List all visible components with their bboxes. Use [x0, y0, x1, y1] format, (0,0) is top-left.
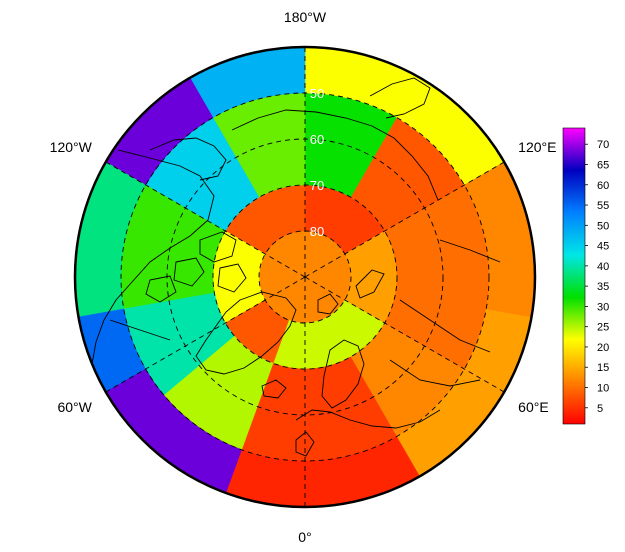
longitude-label: 60°E [518, 399, 549, 415]
colorbar-tick-label: 55 [597, 200, 609, 212]
longitude-label: 180°W [284, 9, 327, 25]
land-outlines [91, 77, 501, 457]
colorbar-ticks: 5 10 15 20 25 30 35 40 45 50 55 60 65 70 [585, 139, 609, 415]
map-boundary [73, 45, 537, 509]
longitude-labels: 180°W 120°E 60°E 0° 60°W 120°W [50, 9, 557, 545]
latitude-label: 60 [310, 132, 324, 147]
longitude-label: 0° [298, 529, 311, 545]
colorbar: 5 10 15 20 25 30 35 40 45 50 55 60 65 70 [562, 127, 609, 425]
colorbar-tick-label: 20 [597, 342, 609, 354]
meridian-120 [304, 161, 505, 278]
colorbar-tick-label: 30 [597, 301, 609, 313]
meridian--120 [105, 161, 306, 278]
latitude-label: 80 [310, 224, 324, 239]
colorbar-tick-label: 60 [597, 180, 609, 192]
longitude-label: 120°E [518, 139, 556, 155]
colorbar-gradient [562, 127, 586, 425]
longitude-label: 120°W [50, 139, 93, 155]
colorbar-tick-label: 25 [597, 322, 609, 334]
meridian-60 [304, 276, 505, 393]
graticule [105, 47, 505, 507]
colorbar-tick-label: 5 [597, 403, 603, 415]
colorbar-tick-label: 35 [597, 281, 609, 293]
latitude-labels: 50 60 70 80 [310, 86, 324, 239]
colorbar-tick-label: 15 [597, 362, 609, 374]
latitude-label: 50 [310, 86, 324, 101]
colorbar-tick-label: 70 [597, 139, 609, 151]
colorbar-tick-label: 65 [597, 159, 609, 171]
colorbar-tick-label: 40 [597, 261, 609, 273]
longitude-label: 60°W [57, 399, 92, 415]
colorbar-tick-label: 45 [597, 241, 609, 253]
meridian--60 [105, 276, 306, 393]
colorbar-tick-label: 50 [597, 220, 609, 232]
colorbar-tick-label: 10 [597, 383, 609, 395]
latitude-label: 70 [310, 178, 324, 193]
